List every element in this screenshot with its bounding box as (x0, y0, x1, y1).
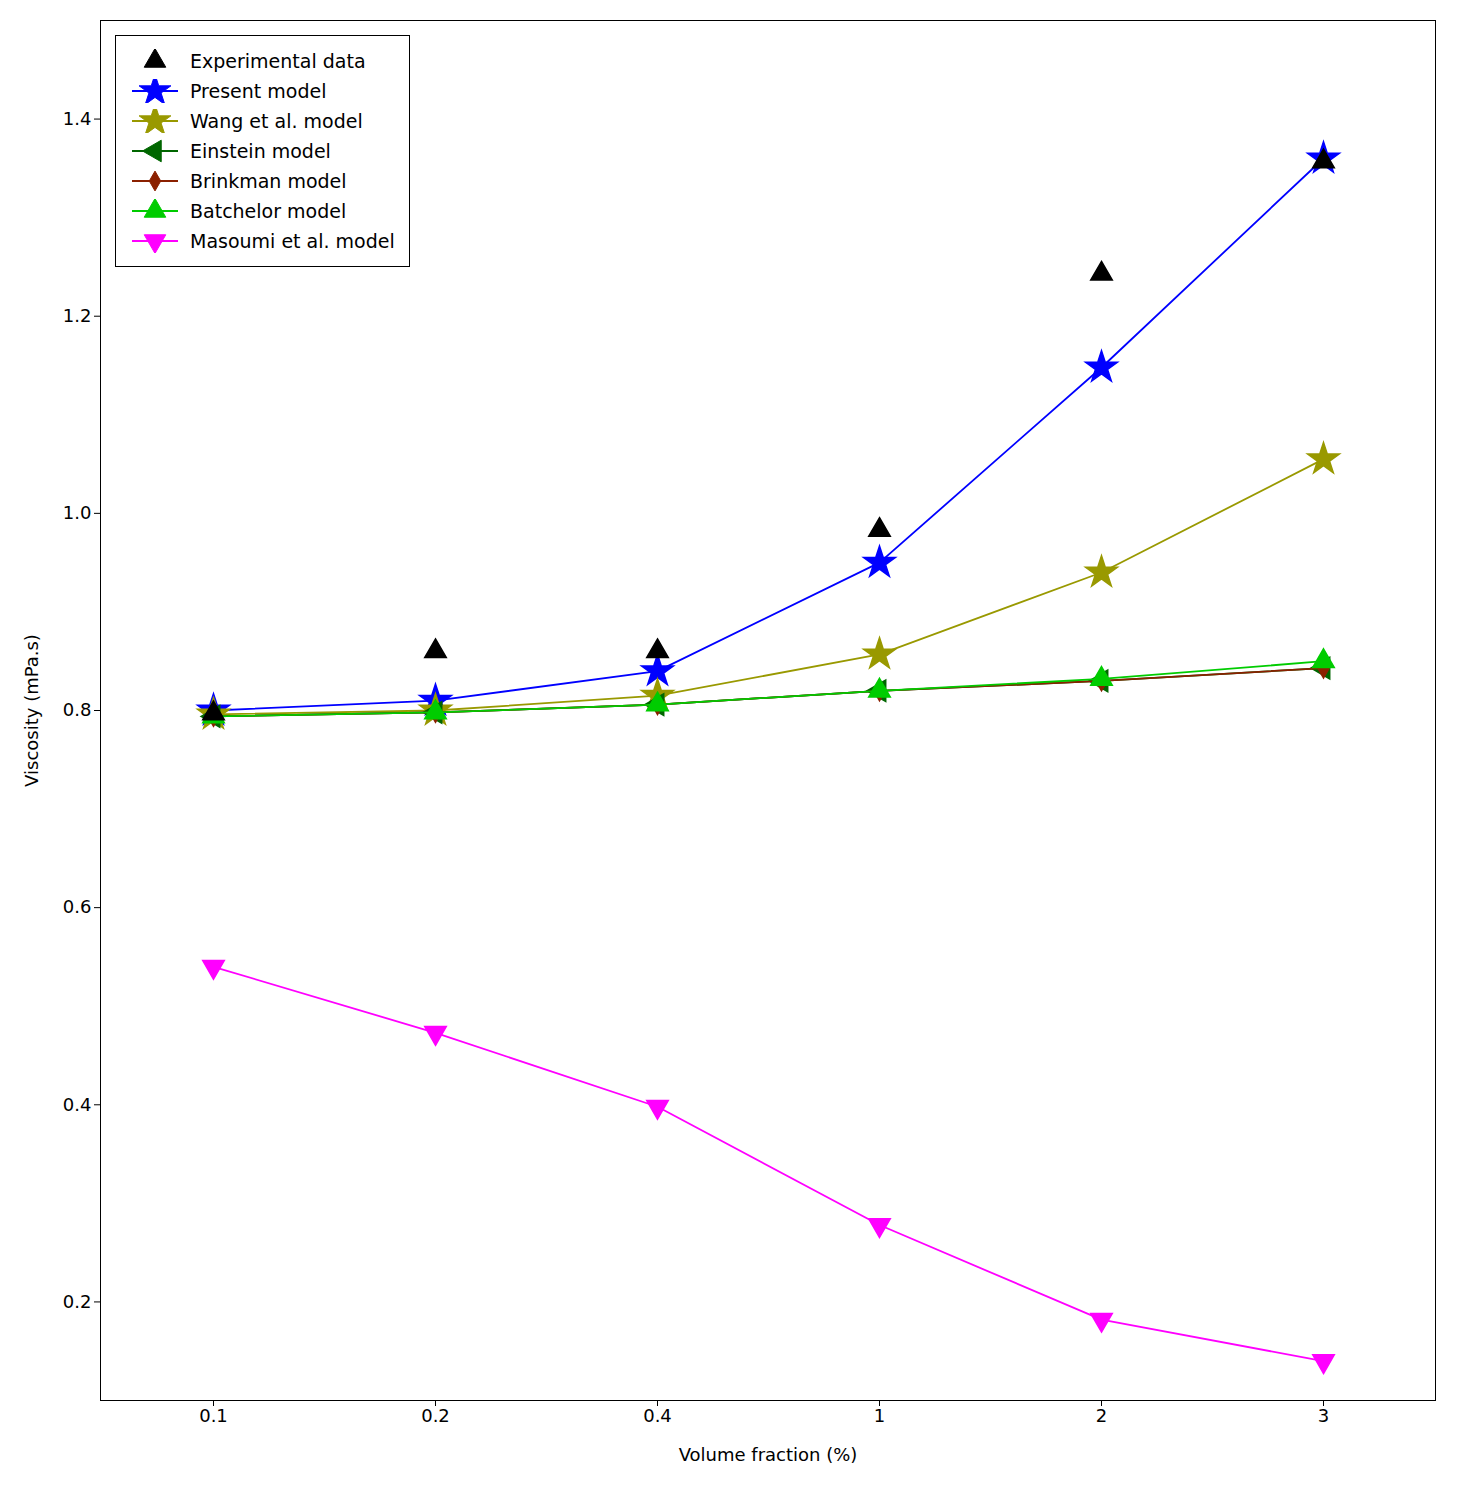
html-text:Brinkman model: Brinkman model (190, 170, 347, 192)
svg-text:1: 1 (874, 1405, 885, 1426)
svg-text:1.2: 1.2 (63, 305, 92, 326)
svg-text:Viscosity (mPa.s): Viscosity (mPa.s) (21, 634, 42, 787)
svg-text:1.0: 1.0 (63, 502, 92, 523)
svg-text:0.4: 0.4 (63, 1094, 92, 1115)
html-text:Wang et al. model: Wang et al. model (190, 110, 363, 132)
svg-text:0.2: 0.2 (421, 1405, 450, 1426)
svg-text:0.4: 0.4 (643, 1405, 672, 1426)
svg-text:Volume fraction (%): Volume fraction (%) (679, 1444, 858, 1465)
html-text:Masoumi et al. model: Masoumi et al. model (190, 230, 395, 252)
svg-text:0.1: 0.1 (199, 1405, 228, 1426)
html-text:Batchelor model: Batchelor model (190, 200, 347, 222)
svg-text:3: 3 (1318, 1405, 1329, 1426)
html-text:Experimental data: Experimental data (190, 50, 366, 72)
html-text:Einstein model: Einstein model (190, 140, 331, 162)
svg-text:0.6: 0.6 (63, 896, 92, 917)
svg-text:2: 2 (1096, 1405, 1107, 1426)
svg-text:1.4: 1.4 (63, 108, 92, 129)
html-text:Present model: Present model (190, 80, 327, 102)
svg-text:0.8: 0.8 (63, 699, 92, 720)
svg-text:0.2: 0.2 (63, 1291, 92, 1312)
